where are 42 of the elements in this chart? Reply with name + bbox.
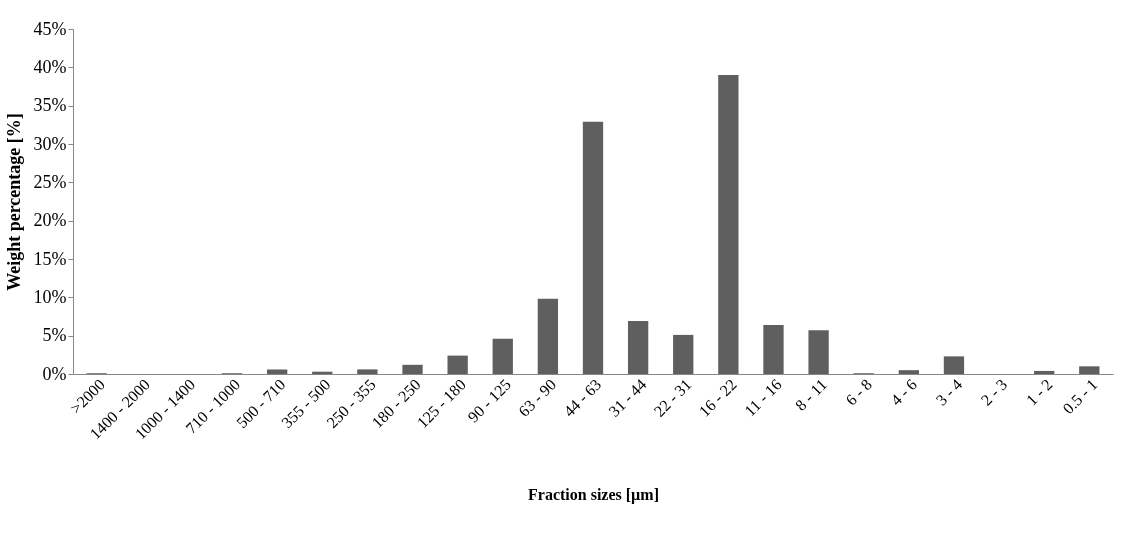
x-tick-label: 90 - 125 (464, 375, 515, 426)
bar (447, 355, 468, 374)
y-tick-label: 25% (33, 171, 67, 192)
x-tick-label: 16 - 22 (695, 375, 740, 420)
x-tick-label: 8 - 11 (791, 375, 830, 414)
bar (1034, 370, 1055, 374)
x-tick-label: 22 - 31 (650, 375, 695, 420)
y-tick-label: 45% (33, 18, 67, 39)
bar (402, 364, 423, 374)
y-tick-label: 10% (33, 286, 67, 307)
y-tick-label: 0% (42, 363, 67, 384)
bar (537, 298, 559, 374)
x-axis-title: Fraction sizes [µm] (528, 486, 659, 505)
x-tick-label: 31 - 44 (605, 375, 650, 420)
bar (627, 321, 649, 374)
bar (763, 324, 784, 374)
bar (1079, 366, 1100, 374)
x-tick-label: 4 - 6 (887, 375, 921, 409)
bar (582, 121, 604, 374)
x-tick-label: 1 - 2 (1022, 375, 1056, 409)
y-tick-label: 20% (33, 210, 67, 231)
bar (718, 75, 739, 374)
y-tick-label: 5% (42, 325, 67, 346)
x-tick-label: 63 - 90 (515, 375, 560, 420)
y-axis-title: Weight percentage [%] (3, 113, 24, 291)
bar (673, 334, 694, 374)
x-tick-label: 11 - 16 (741, 375, 785, 420)
y-tick-label: 35% (33, 95, 67, 116)
bar (808, 330, 829, 374)
bar (898, 370, 919, 374)
x-tick-label: 44 - 63 (560, 375, 605, 420)
y-tick-label: 40% (33, 56, 67, 77)
y-tick-label: 30% (33, 133, 67, 154)
y-tick-label: 15% (33, 248, 67, 269)
bar (943, 356, 965, 374)
x-tick-label: 2 - 3 (977, 375, 1011, 409)
bar (357, 369, 378, 374)
x-tick-label: 0.5 - 1 (1059, 375, 1101, 418)
bar (492, 338, 513, 374)
x-tick-label: 6 - 8 (842, 375, 876, 409)
bar (267, 369, 288, 374)
x-tick-label: 3 - 4 (932, 375, 966, 409)
